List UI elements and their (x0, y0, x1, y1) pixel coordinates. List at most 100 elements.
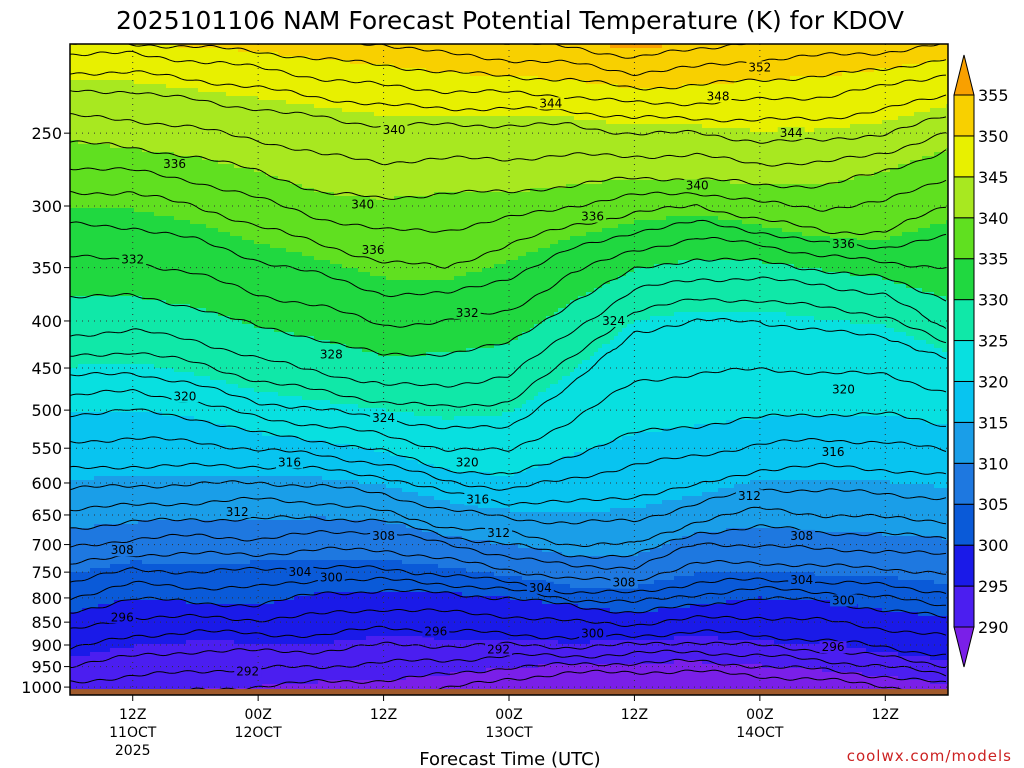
fill-cell (798, 600, 803, 645)
fill-cell (126, 44, 131, 81)
fill-cell (466, 44, 471, 73)
fill-cell (722, 84, 727, 129)
fill-cell (618, 276, 623, 333)
isentrope-334 (70, 219, 947, 298)
fill-cell (170, 644, 175, 693)
fill-cell (174, 520, 179, 565)
fill-cell (138, 44, 143, 85)
fill-cell (82, 412, 87, 481)
fill-cell (746, 312, 751, 421)
fill-cell (798, 184, 803, 233)
fill-cell (122, 80, 127, 149)
fill-cell (734, 220, 739, 261)
fill-cell (622, 664, 627, 695)
fill-cell (290, 560, 295, 601)
fill-cell (394, 116, 399, 197)
fill-cell (98, 412, 103, 477)
fill-cell (634, 588, 639, 613)
fill-cell (382, 276, 387, 357)
fill-cell (558, 584, 563, 605)
fill-cell (322, 340, 327, 401)
fill-cell (254, 520, 259, 561)
fill-cell (938, 108, 943, 153)
fill-cell (562, 376, 567, 457)
fill-cell (586, 608, 591, 645)
fill-cell (266, 560, 271, 605)
fill-cell (402, 280, 407, 357)
fill-cell (414, 636, 419, 677)
fill-cell (146, 644, 151, 695)
fill-cell (758, 312, 763, 421)
fill-cell (406, 528, 411, 565)
fill-cell (278, 44, 283, 57)
fill-cell (290, 56, 295, 105)
fill-cell (826, 272, 831, 321)
fill-cell (526, 400, 531, 469)
fill-cell (682, 660, 687, 695)
fill-cell (826, 76, 831, 129)
fill-cell (338, 196, 343, 265)
fill-cell (98, 44, 103, 81)
fill-cell (110, 648, 115, 695)
fill-cell (222, 476, 227, 521)
fill-cell (302, 596, 307, 645)
contour-label-bg (370, 529, 398, 542)
fill-cell (374, 408, 379, 453)
fill-cell (778, 264, 783, 313)
fill-cell (414, 196, 419, 281)
isentrope-348 (70, 50, 947, 107)
credit-link[interactable]: coolwx.com/models (847, 747, 1012, 765)
fill-cell (758, 664, 763, 695)
fill-cell (402, 636, 407, 681)
colorbar-label: 330 (978, 291, 1009, 310)
fill-cell (934, 348, 939, 425)
fill-cell (934, 488, 939, 537)
fill-cell (294, 104, 299, 185)
fill-cell (222, 380, 227, 425)
fill-cell (506, 544, 511, 577)
fill-cell (330, 520, 335, 561)
fill-cell (378, 64, 383, 117)
fill-cell (374, 276, 379, 353)
fill-cell (918, 112, 923, 161)
x-tick-label: 14OCT (736, 725, 784, 741)
fill-cell (90, 208, 95, 297)
fill-cell (482, 76, 487, 117)
fill-cell (510, 412, 515, 477)
fill-cell (258, 560, 263, 605)
fill-cell (530, 668, 535, 695)
fill-cell (558, 644, 563, 665)
fill-cell (182, 644, 187, 693)
fill-cell (242, 168, 247, 241)
fill-cell (906, 612, 911, 657)
fill-cell (746, 640, 751, 665)
fill-cell (178, 644, 183, 693)
fill-cell (802, 316, 807, 417)
fill-cell (510, 668, 515, 695)
fill-cell (474, 504, 479, 541)
fill-cell (482, 268, 487, 349)
fill-cell (210, 476, 215, 521)
fill-cell (690, 428, 695, 497)
fill-cell (646, 320, 651, 433)
fill-cell (402, 44, 407, 69)
fill-cell (626, 508, 631, 557)
contour-label-308: 308 (613, 576, 636, 590)
fill-cell (94, 412, 99, 477)
fill-cell (794, 644, 799, 669)
fill-cell (926, 656, 931, 681)
fill-cell (382, 356, 387, 409)
fill-cell (882, 68, 887, 121)
fill-cell (474, 116, 479, 193)
fill-cell (830, 480, 835, 533)
fill-cell (398, 68, 403, 117)
fill-cell (786, 416, 791, 481)
fill-cell (650, 664, 655, 695)
fill-cell (738, 420, 743, 485)
fill-cell (906, 420, 911, 485)
fill-cell (614, 664, 619, 695)
fill-cell (454, 352, 459, 417)
fill-cell (458, 192, 463, 277)
fill-cell (74, 80, 79, 141)
fill-cell (98, 604, 103, 653)
